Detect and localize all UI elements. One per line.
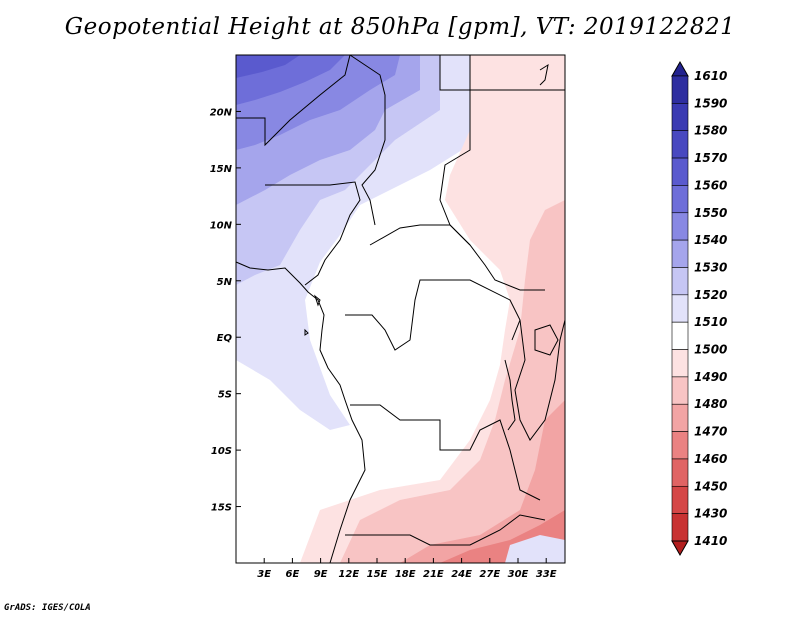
colorbar-level-label: 1530 bbox=[694, 260, 727, 274]
lon-tick-label: 12E bbox=[338, 569, 359, 580]
colorbar-swatch bbox=[671, 267, 689, 296]
lat-tick-label: 10N bbox=[210, 220, 233, 231]
border-nigeria bbox=[265, 181, 361, 286]
longitude-axis: 3E 6E 9E 12E 15E 18E 21E 24E 27E 30E 33E bbox=[257, 558, 557, 580]
country-boundaries bbox=[235, 54, 566, 564]
colorbar-swatch bbox=[671, 485, 689, 514]
field-zone-1470 bbox=[400, 400, 565, 563]
lon-tick-label: 24E bbox=[451, 569, 472, 580]
colorbar-level-label: 1500 bbox=[694, 343, 727, 357]
border-niger-chad bbox=[236, 54, 351, 147]
border-congo-drc bbox=[345, 279, 521, 351]
colorbar-level-label: 1570 bbox=[694, 151, 727, 165]
field-zone-1570 bbox=[236, 55, 300, 78]
map-title: Geopotential Height at 850hPa [gpm], VT:… bbox=[64, 14, 736, 40]
lon-tick-label: 30E bbox=[508, 569, 529, 580]
border-gulf-of-guinea-islands bbox=[304, 294, 321, 336]
colorbar-swatch bbox=[671, 294, 689, 323]
colorbar-level-label: 1580 bbox=[694, 124, 727, 138]
colorbar-level-label: 1540 bbox=[694, 233, 727, 247]
map-frame bbox=[235, 54, 566, 564]
lat-tick-label: 10S bbox=[211, 446, 232, 457]
border-east-africa bbox=[514, 319, 566, 441]
colorbar-level-label: 1590 bbox=[694, 96, 727, 110]
colorbar-swatch bbox=[671, 513, 689, 542]
colorbar-level-label: 1450 bbox=[694, 479, 727, 493]
colorbar-swatch bbox=[671, 130, 689, 159]
border-car bbox=[369, 224, 545, 291]
lon-tick-label: 27E bbox=[479, 569, 500, 580]
colorbar-swatch bbox=[671, 212, 689, 241]
colorbar-level-label: 1480 bbox=[694, 397, 727, 411]
lon-tick-label: 18E bbox=[395, 569, 416, 580]
lake-tanganyika bbox=[504, 359, 516, 431]
colorbar-swatch bbox=[671, 349, 689, 378]
lake-victoria bbox=[534, 324, 559, 356]
colorbar-swatch bbox=[671, 458, 689, 487]
border-egypt-sudan bbox=[439, 55, 565, 91]
field-zone-1520-south bbox=[505, 535, 565, 563]
colorbar-level-label: 1490 bbox=[694, 370, 727, 384]
colorbar-level-label: 1560 bbox=[694, 178, 727, 192]
colorbar-swatch bbox=[671, 103, 689, 132]
colorbar-swatch bbox=[671, 157, 689, 186]
field-zone-1480 bbox=[340, 200, 565, 563]
lon-tick-label: 9E bbox=[314, 569, 328, 580]
colorbar-level-label: 1550 bbox=[694, 206, 727, 220]
colorbar-swatch bbox=[671, 321, 689, 350]
colorbar-swatch bbox=[671, 431, 689, 460]
coastline-west-africa bbox=[235, 261, 366, 564]
lat-tick-label: 5S bbox=[218, 390, 232, 401]
map-panel: 20N 15N 10N 5N EQ 5S 10S 15S 3E 6E 9E 12E 15E 18E 21E… bbox=[210, 54, 566, 580]
colorbar-swatch bbox=[671, 376, 689, 405]
colorbar-level-label: 1430 bbox=[694, 507, 727, 521]
colorbar-level-label: 1410 bbox=[694, 534, 727, 548]
field-zone-1510-center bbox=[340, 200, 500, 460]
lon-tick-label: 21E bbox=[423, 569, 444, 580]
red-sea-coast bbox=[539, 63, 549, 86]
lon-tick-label: 33E bbox=[536, 569, 557, 580]
grads-credit: GrADS: IGES/COLA bbox=[4, 603, 91, 613]
border-angola-south bbox=[345, 514, 546, 546]
lat-tick-label: 15S bbox=[211, 503, 232, 514]
border-drc-angola bbox=[350, 404, 541, 501]
colorbar-swatch bbox=[671, 403, 689, 432]
lon-tick-label: 3E bbox=[257, 569, 271, 580]
border-libya-chad bbox=[349, 54, 386, 226]
latitude-axis: 20N 15N 10N 5N EQ 5S 10S 15S bbox=[210, 107, 241, 514]
lat-tick-label: 5N bbox=[217, 277, 233, 288]
lat-tick-label: 20N bbox=[210, 107, 233, 118]
colorbar-swatch bbox=[671, 75, 689, 104]
colorbar-top-arrow bbox=[671, 60, 689, 77]
lon-tick-label: 15E bbox=[367, 569, 388, 580]
colorbar-swatch bbox=[671, 185, 689, 214]
height-field bbox=[236, 55, 565, 563]
lat-tick-label: EQ bbox=[217, 333, 233, 344]
colorbar-swatch bbox=[671, 239, 689, 268]
colorbar-level-label: 1470 bbox=[694, 425, 727, 439]
lat-tick-label: 15N bbox=[210, 164, 233, 175]
colorbar: 1610 1590 1580 1570 1560 1550 1540 1530 1520 1510… bbox=[671, 60, 727, 557]
lon-tick-label: 6E bbox=[286, 569, 300, 580]
colorbar-level-label: 1460 bbox=[694, 452, 727, 466]
colorbar-level-label: 1610 bbox=[694, 69, 727, 83]
colorbar-bottom-arrow bbox=[671, 540, 689, 557]
colorbar-level-label: 1520 bbox=[694, 288, 727, 302]
colorbar-level-label: 1510 bbox=[694, 315, 727, 329]
